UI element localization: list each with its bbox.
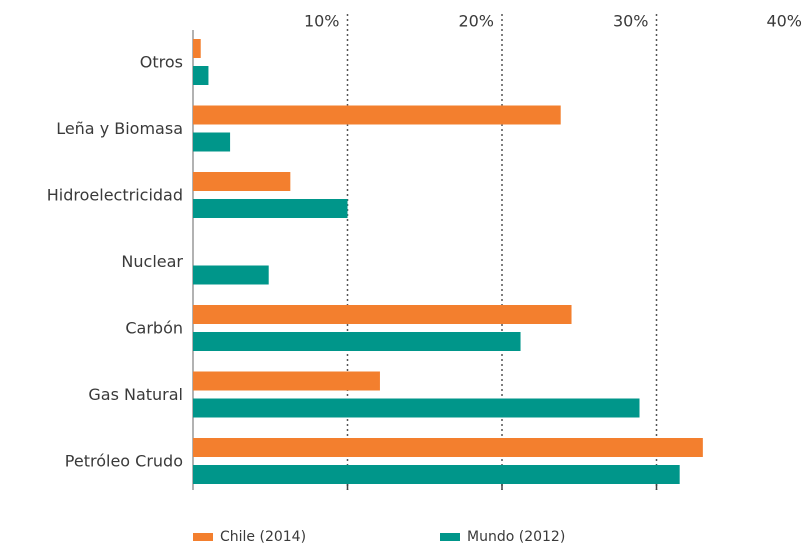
bar <box>193 398 640 418</box>
y-tick-label: Leña y Biomasa <box>56 119 183 138</box>
x-tick-label: 10% <box>304 12 340 31</box>
legend-label: Chile (2014) <box>220 529 306 545</box>
x-tick-label: 30% <box>613 12 649 31</box>
bar <box>193 438 703 457</box>
bar <box>193 265 269 285</box>
bar <box>193 371 380 391</box>
bar <box>193 199 348 218</box>
y-tick-label: Nuclear <box>121 252 183 271</box>
bar <box>193 172 291 191</box>
y-tick-label: Hidroelectricidad <box>47 186 183 205</box>
y-tick-label: Carbón <box>125 319 183 338</box>
bar <box>193 305 572 324</box>
y-tick-label: Gas Natural <box>88 385 183 404</box>
legend-swatch <box>193 533 213 541</box>
x-tick-label: 20% <box>458 12 494 31</box>
y-tick-label: Petróleo Crudo <box>65 452 183 471</box>
x-tick-label: 40% <box>766 12 802 31</box>
bar <box>193 66 209 85</box>
y-tick-label: Otros <box>140 53 183 72</box>
bar <box>193 465 680 484</box>
legend-swatch <box>440 533 460 541</box>
bar <box>193 332 521 351</box>
bar <box>193 105 561 125</box>
bar <box>193 39 201 58</box>
legend-label: Mundo (2012) <box>467 529 565 545</box>
bar <box>193 132 231 152</box>
